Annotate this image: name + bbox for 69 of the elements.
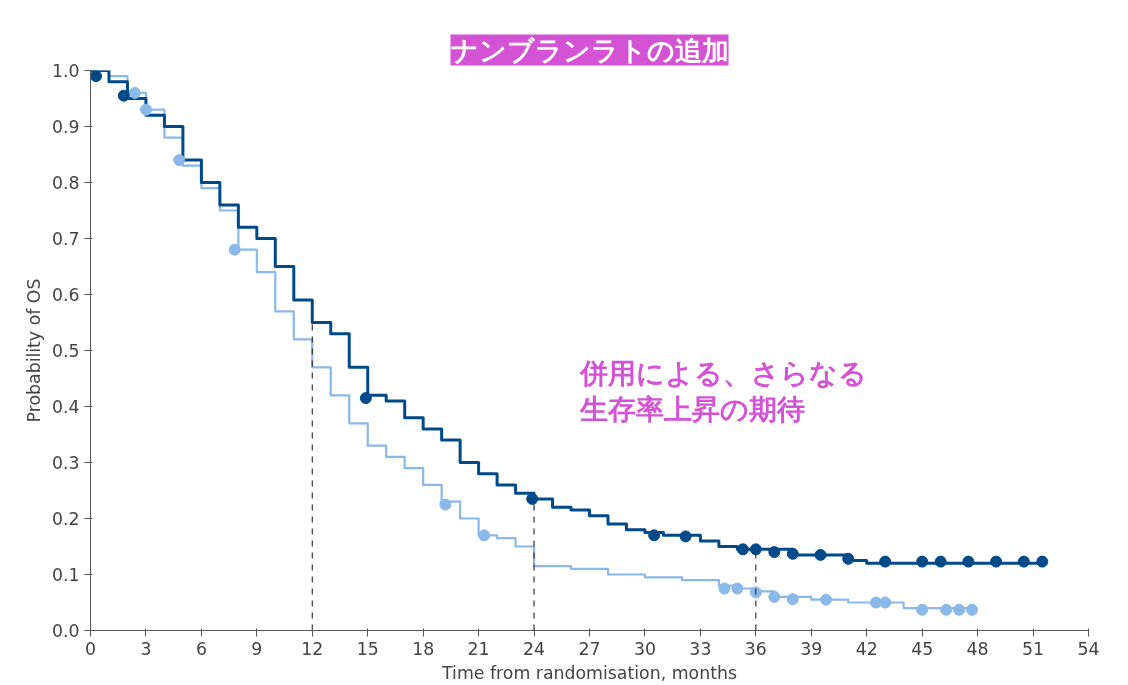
x-tick-label: 48 [966, 638, 989, 659]
y-tick-label: 1.0 [51, 61, 80, 81]
point [736, 543, 749, 556]
point [768, 546, 781, 559]
point [679, 530, 692, 543]
x-tick-label: 39 [800, 638, 823, 659]
point [916, 603, 929, 616]
x-axis-title: Time from randomisation, months [441, 662, 737, 683]
point [718, 582, 731, 595]
y-tick-label: 0.2 [51, 509, 80, 529]
y-tick-label: 0.4 [51, 397, 80, 417]
y-tick-label: 0.9 [51, 117, 80, 137]
point [786, 593, 799, 606]
point [990, 555, 1003, 568]
y-axis-title: Probability of OS [23, 278, 44, 423]
y-tick-label: 0.0 [51, 621, 80, 641]
chart-title: ナンブランラトの追加 [450, 34, 729, 66]
y-tick-label: 0.5 [51, 341, 80, 361]
annotation: 生存率上昇の期待 [579, 393, 806, 427]
point [842, 552, 855, 565]
y-tick-label: 0.8 [51, 173, 80, 193]
x-tick-label: 36 [744, 638, 767, 659]
point [228, 243, 241, 256]
x-tick-label: 21 [467, 638, 490, 659]
y-tick-label: 0.6 [51, 285, 80, 305]
x-tick-label: 30 [633, 638, 656, 659]
x-tick-label: 18 [412, 638, 435, 659]
point [966, 603, 979, 616]
point [648, 529, 661, 542]
point [478, 529, 491, 542]
x-tick-label: 15 [356, 638, 379, 659]
x-tick-label: 6 [195, 638, 207, 659]
point [139, 103, 152, 116]
x-tick-label: 3 [140, 638, 152, 659]
x-tick-label: 0 [84, 638, 97, 659]
x-tick-label: 33 [689, 638, 712, 659]
point [786, 547, 799, 560]
point [940, 603, 953, 616]
x-tick-label: 9 [251, 638, 263, 659]
point [117, 89, 130, 102]
y-tick-label: 0.1 [51, 565, 80, 585]
y-tick-label: 0.7 [51, 229, 80, 249]
x-tick-label: 54 [1077, 638, 1100, 659]
point [1036, 555, 1049, 568]
y-tick-label: 0.3 [51, 453, 80, 473]
x-tick-label: 42 [855, 638, 878, 659]
point [953, 603, 966, 616]
point [916, 555, 929, 568]
point [90, 70, 103, 83]
point [173, 154, 186, 167]
point [749, 586, 762, 599]
point [1017, 555, 1030, 568]
point [768, 590, 781, 603]
x-tick-label: 12 [301, 638, 324, 659]
point [814, 548, 827, 561]
x-tick-label: 27 [578, 638, 601, 659]
x-tick-label: 51 [1022, 638, 1045, 659]
x-tick-label: 45 [911, 638, 934, 659]
point [359, 392, 372, 405]
point [439, 498, 452, 511]
point [934, 555, 947, 568]
point [879, 555, 892, 568]
x-tick-label: 24 [523, 638, 546, 659]
point [128, 86, 141, 99]
point [749, 543, 762, 556]
point [962, 555, 975, 568]
annotation: 併用による、さらなる [579, 356, 868, 390]
point [820, 593, 833, 606]
point [731, 582, 744, 595]
